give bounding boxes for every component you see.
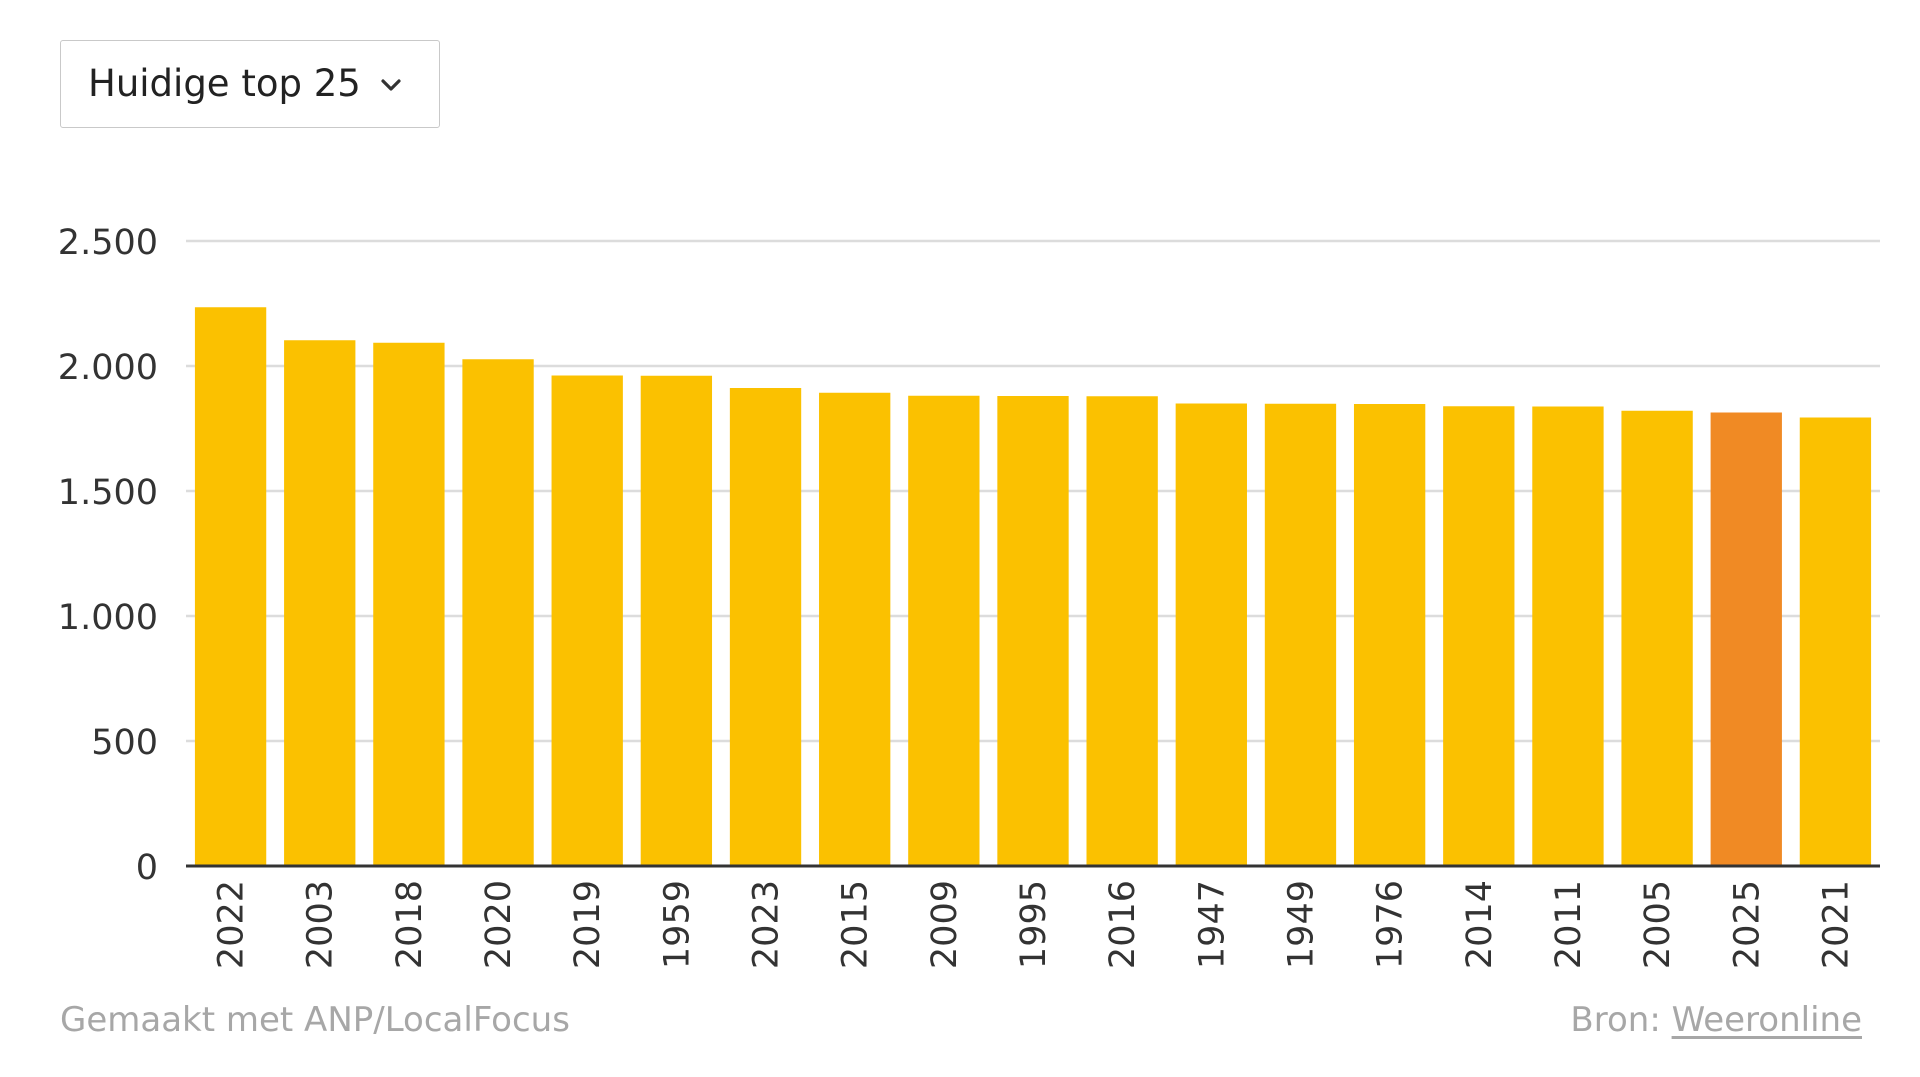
bar-chart: 0 500 1.000 1.500 2.000 2.500 2022 2003 2018 2020… [58,223,1880,969]
bar-1959 [640,375,713,866]
x-tick-label: 2025 [1727,880,1767,969]
x-tick-label: 2016 [1103,880,1143,969]
x-tick-label: 2023 [747,880,787,969]
x-tick-label: 2018 [390,880,430,969]
source-link[interactable]: Weeronline [1671,1000,1862,1040]
bar-1995 [997,396,1069,866]
bars [194,307,1872,866]
source-line: Bron: Weeronline [1570,1000,1862,1040]
y-tick-label: 2.500 [58,223,158,263]
bar-2025 [1710,412,1782,866]
x-tick-label: 1959 [657,880,697,969]
dropdown-selected-value: Huidige top 25 [88,62,361,105]
y-tick-label: 500 [91,723,158,763]
bar-2022 [194,307,267,866]
bar-1947 [1175,403,1247,866]
x-tick-label: 1995 [1014,880,1054,969]
y-tick-label: 1.000 [58,598,158,638]
x-tick-label: 2021 [1816,880,1856,969]
bar-2014 [1443,406,1515,866]
x-tick-label: 2005 [1638,880,1678,969]
bar-2003 [284,340,356,866]
x-tick-label: 2015 [836,880,876,969]
top-selector-dropdown[interactable]: Huidige top 25 [60,40,440,128]
x-tick-label: 2022 [212,880,252,969]
axes: 0 500 1.000 1.500 2.000 2.500 2022 2003 2018 2020… [58,223,1880,969]
source-label: Bron: [1570,1000,1661,1040]
y-tick-label: 1.500 [58,473,158,513]
y-tick-label: 0 [136,848,158,888]
x-tick-label: 2003 [301,880,341,969]
bar-2015 [819,392,891,866]
y-tick-label: 2.000 [58,348,158,388]
bar-2023 [729,388,802,866]
bar-2016 [1086,396,1158,866]
bar-1976 [1353,404,1426,866]
bar-2021 [1799,417,1872,866]
credit-text: Gemaakt met ANP/LocalFocus [60,1000,570,1040]
x-tick-label: 1947 [1192,880,1232,969]
bar-1949 [1264,403,1337,866]
x-tick-label: 2014 [1460,880,1500,969]
bar-2018 [373,342,445,866]
x-tick-label: 1976 [1371,880,1411,969]
x-tick-label: 1949 [1281,880,1321,969]
x-tick-label: 2011 [1549,880,1589,969]
bar-2005 [1621,410,1693,866]
bar-2011 [1532,406,1604,866]
x-tick-label: 2019 [568,880,608,969]
bar-2020 [462,359,534,866]
x-tick-label: 2009 [925,880,965,969]
chevron-down-icon [381,79,401,91]
bar-2009 [908,395,980,866]
bar-2019 [551,375,623,866]
x-tick-label: 2020 [479,880,519,969]
